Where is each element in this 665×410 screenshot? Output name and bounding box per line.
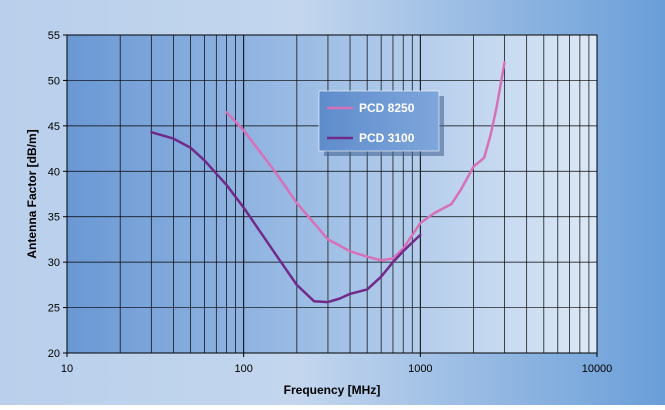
plot-area (67, 35, 597, 353)
gridlines (67, 35, 597, 353)
y-tick-label: 45 (48, 121, 60, 133)
y-axis-title: Antenna Factor [dB/m] (25, 129, 39, 258)
legend-label-pcd-3100: PCD 3100 (359, 131, 415, 145)
legend-label-pcd-8250: PCD 8250 (359, 101, 415, 115)
y-tick-label: 55 (48, 30, 60, 42)
legend-box (318, 90, 440, 152)
series-line-pcd-3100 (150, 130, 422, 304)
legend: PCD 8250 PCD 3100 (318, 90, 444, 156)
y-tick-label: 50 (48, 75, 60, 87)
x-tick-label: 10 (61, 363, 73, 375)
y-tick-label: 20 (48, 348, 60, 360)
y-tick-label: 25 (48, 303, 60, 315)
data-series (150, 61, 506, 304)
y-tick-label: 30 (48, 257, 60, 269)
x-axis-title: Frequency [MHz] (284, 383, 381, 397)
y-tick-label: 35 (48, 212, 60, 224)
series-line-pcd-8250 (225, 61, 506, 262)
y-axis-ticks: 20 25 30 35 40 45 50 55 (48, 30, 67, 360)
x-tick-label: 10000 (582, 363, 613, 375)
x-tick-label: 100 (234, 363, 252, 375)
y-tick-label: 40 (48, 166, 60, 178)
x-tick-label: 1000 (408, 363, 432, 375)
x-axis-ticks: 10 100 1000 10000 (61, 353, 612, 375)
plot-border (66, 34, 598, 354)
